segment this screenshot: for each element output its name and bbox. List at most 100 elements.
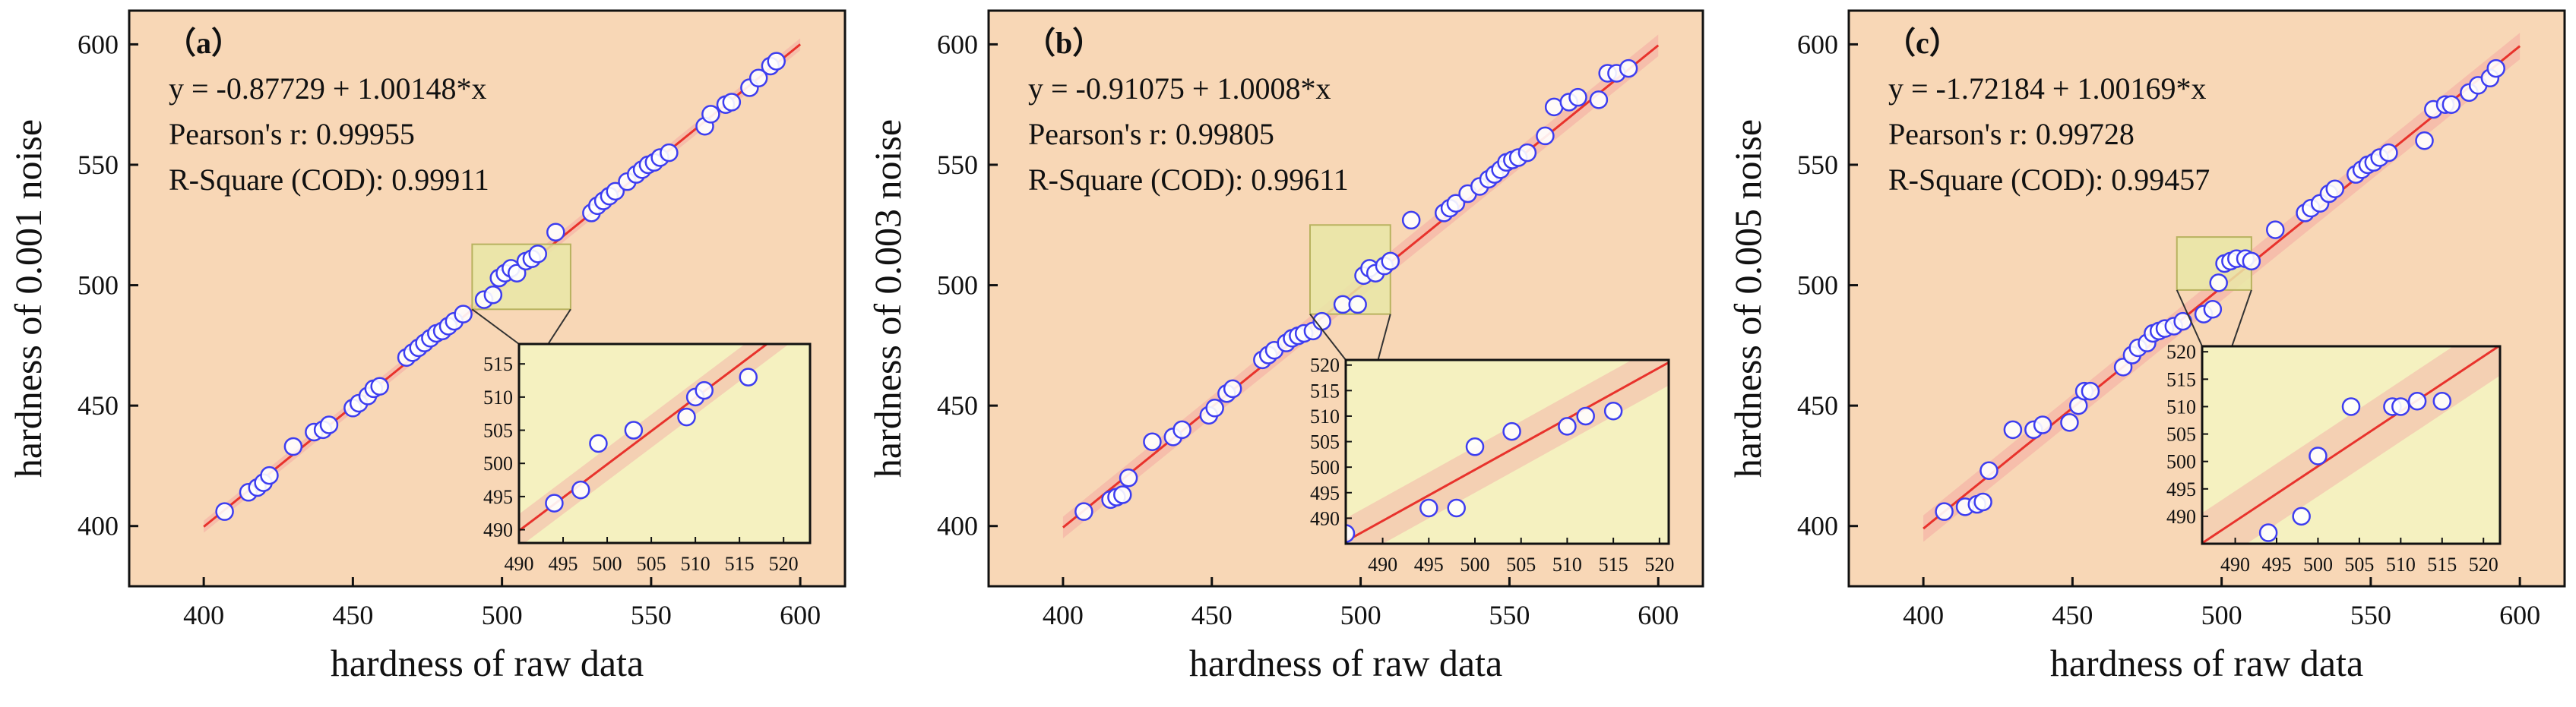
zoom-connector [2176,289,2203,347]
data-point[interactable] [1348,295,1367,314]
inset-data-point[interactable] [571,480,590,500]
data-point[interactable] [2081,381,2100,401]
inset-y-tick-label: 505 [1310,431,1340,453]
data-point[interactable] [1113,485,1132,504]
data-point[interactable] [1979,461,1998,481]
inset-x-tick-label: 490 [1368,554,1397,576]
data-point[interactable] [660,143,679,163]
zoom-connector [2231,289,2252,347]
inset-x-tick-label: 515 [1599,554,1628,576]
data-point[interactable] [722,93,742,112]
inset-y-tick-label: 495 [1310,482,1340,504]
data-point[interactable] [767,52,786,71]
inset-data-point[interactable] [2391,397,2410,416]
inset-data-point[interactable] [677,407,696,427]
inset-fit-line [1346,361,1669,543]
data-point[interactable] [2415,131,2434,150]
data-point[interactable] [1446,194,1466,213]
y-tick-label: 550 [78,150,119,180]
equation-annotation: Pearson's r: 0.99728 [1888,117,2135,151]
x-tick-label: 500 [482,600,523,630]
y-tick-label: 550 [1797,150,1838,180]
data-point[interactable] [2203,300,2223,319]
data-point[interactable] [1589,90,1609,109]
data-point[interactable] [2325,179,2345,198]
data-point[interactable] [748,68,768,88]
data-point[interactable] [2486,58,2505,78]
data-point[interactable] [2266,220,2285,239]
data-point[interactable] [215,502,234,521]
data-point[interactable] [2442,95,2461,114]
data-point[interactable] [701,105,720,124]
inset-data-point[interactable] [1419,498,1438,518]
inset-data-point[interactable] [2309,447,2328,466]
data-point[interactable] [283,437,303,456]
data-point[interactable] [319,415,339,434]
inset-y-tick-label: 490 [483,519,513,541]
data-point[interactable] [1143,432,1162,451]
inset-data-point[interactable] [1447,498,1466,518]
inset-data-point[interactable] [545,494,564,513]
data-point[interactable] [370,377,389,396]
inset-data-point[interactable] [589,434,608,453]
inset-data-point[interactable] [1337,524,1356,543]
data-point[interactable] [528,245,547,264]
x-tick-label: 600 [2499,600,2540,630]
y-tick-label: 600 [937,29,978,59]
inset-data-point[interactable] [2341,397,2361,416]
inset-data-point[interactable] [1558,417,1577,436]
inset-x-tick-label: 495 [2262,554,2292,576]
inset-x-tick-label: 520 [2469,554,2498,576]
equation-annotation: Pearson's r: 0.99955 [169,117,415,151]
data-point[interactable] [483,285,503,305]
y-tick-label: 500 [78,270,119,301]
data-point[interactable] [454,305,473,324]
data-point[interactable] [1935,502,1954,521]
data-point[interactable] [1517,143,1537,163]
data-point[interactable] [606,181,625,201]
data-point[interactable] [1973,492,1992,512]
data-point[interactable] [546,223,565,242]
inset-data-point[interactable] [2432,391,2452,411]
data-point[interactable] [2242,251,2261,271]
plot-frame [128,9,847,588]
inset-data-point[interactable] [2258,523,2278,542]
inset-data-point[interactable] [624,421,644,440]
data-point[interactable] [1619,58,1638,78]
data-point[interactable] [1205,399,1224,418]
inset-data-point[interactable] [1465,437,1485,456]
data-point[interactable] [1172,420,1191,440]
equation-annotation: R-Square (COD): 0.99457 [1888,163,2210,197]
inset-data-point[interactable] [1603,401,1623,421]
data-point[interactable] [1119,469,1138,488]
data-point[interactable] [1568,87,1587,107]
data-point[interactable] [1381,251,1400,271]
inset-data-point[interactable] [1576,406,1595,426]
inset-data-point[interactable] [1502,421,1521,441]
inset-data-point[interactable] [739,368,758,387]
data-point[interactable] [2003,420,2023,440]
x-tick-label: 550 [1489,600,1530,630]
inset-data-point[interactable] [695,380,714,400]
y-tick-label: 400 [78,511,119,541]
inset-y-tick-label: 490 [1310,507,1340,529]
inset-x-tick-label: 520 [769,553,799,575]
data-point[interactable] [2209,273,2228,292]
equation-annotation: Pearson's r: 0.99805 [1028,117,1274,151]
equation-annotation: R-Square (COD): 0.99611 [1028,163,1349,197]
data-point[interactable] [1536,126,1555,146]
data-point[interactable] [2033,415,2052,434]
data-point[interactable] [1074,502,1093,521]
data-point[interactable] [2379,143,2398,163]
x-tick-label: 400 [183,600,224,630]
data-point[interactable] [1223,379,1242,399]
data-point[interactable] [1401,210,1421,230]
inset-data-point[interactable] [2292,507,2311,526]
inset-y-tick-label: 510 [483,387,513,409]
inset-content [2202,346,2500,544]
inset-y-tick-label: 505 [483,420,513,442]
inset-data-point[interactable] [2407,391,2427,411]
data-point[interactable] [2060,413,2079,432]
data-point[interactable] [260,466,279,485]
